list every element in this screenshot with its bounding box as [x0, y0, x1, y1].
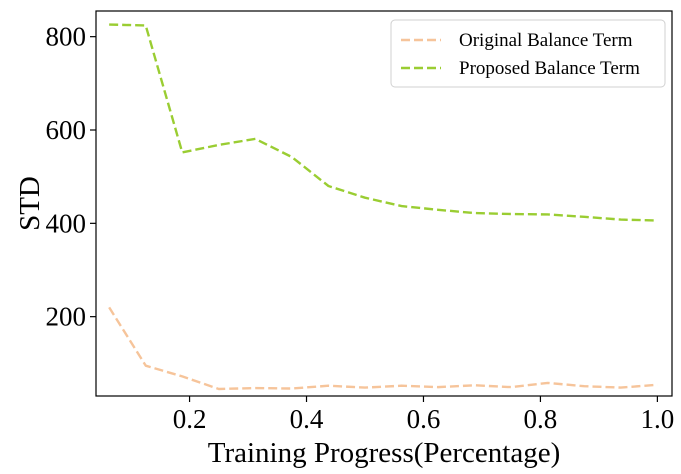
x-tick-label: 1.0 — [641, 404, 675, 434]
x-axis-label: Training Progress(Percentage) — [208, 437, 561, 469]
legend-box — [390, 19, 666, 88]
x-tick-label: 0.2 — [173, 404, 207, 434]
legend: Original Balance Term Proposed Balance Te… — [390, 19, 666, 88]
y-tick-label: 800 — [46, 22, 87, 52]
y-tick-label: 200 — [46, 302, 87, 332]
series-layer — [108, 23, 658, 391]
x-tick-label: 0.4 — [290, 404, 324, 434]
series-line-proposed-balance-term — [109, 23, 658, 222]
x-tick-label: 0.8 — [524, 404, 558, 434]
y-tick-label: 400 — [46, 208, 87, 238]
series-line-original-balance-term — [108, 306, 658, 391]
plot-frame — [95, 10, 673, 397]
legend-entry-label: Original Balance Term — [459, 30, 633, 51]
ticks-layer: 0.2 0.4 0.6 0.8 1.0 200 400 600 800 — [46, 22, 675, 434]
x-tick-label: 0.6 — [407, 404, 441, 434]
legend-entry-label: Proposed Balance Term — [459, 58, 640, 79]
y-tick-label: 600 — [46, 115, 87, 145]
y-axis-label: STD — [14, 176, 46, 231]
